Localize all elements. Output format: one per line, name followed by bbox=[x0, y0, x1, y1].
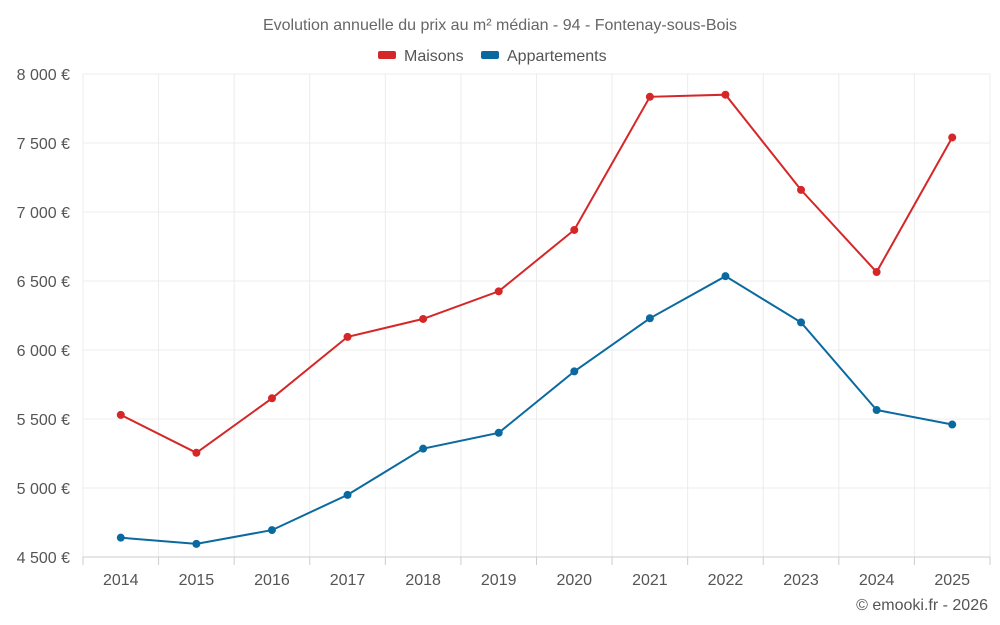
grid bbox=[82, 73, 991, 558]
y-tick-label: 7 500 € bbox=[17, 136, 70, 153]
x-tick-label: 2020 bbox=[556, 572, 592, 589]
x-tick-label: 2022 bbox=[708, 572, 744, 589]
x-tick-label: 2019 bbox=[481, 572, 517, 589]
series-line-maisons bbox=[120, 93, 954, 454]
credit-text: © emooki.fr - 2026 bbox=[856, 597, 988, 614]
y-tick-label: 5 500 € bbox=[17, 412, 70, 429]
data-point-maisons bbox=[797, 185, 806, 194]
legend-label-appartements: Appartements bbox=[507, 48, 607, 65]
x-tick-label: 2014 bbox=[103, 572, 139, 589]
data-point-appartements bbox=[116, 533, 125, 542]
x-tick-label: 2024 bbox=[859, 572, 895, 589]
data-point-appartements bbox=[872, 406, 881, 415]
y-tick-label: 7 000 € bbox=[17, 205, 70, 222]
x-tick-label: 2018 bbox=[405, 572, 441, 589]
x-tick-label: 2021 bbox=[632, 572, 668, 589]
data-point-maisons bbox=[645, 92, 654, 101]
data-point-appartements bbox=[570, 367, 579, 376]
series bbox=[116, 90, 957, 548]
legend-swatch-maisons bbox=[378, 51, 396, 59]
data-point-maisons bbox=[267, 394, 276, 403]
data-point-appartements bbox=[797, 318, 806, 327]
data-point-appartements bbox=[419, 444, 428, 453]
y-tick-label: 6 000 € bbox=[17, 343, 70, 360]
data-point-maisons bbox=[419, 314, 428, 323]
data-point-maisons bbox=[494, 287, 503, 296]
x-tick-label: 2023 bbox=[783, 572, 819, 589]
legend: Maisons Appartements bbox=[378, 48, 607, 65]
data-point-maisons bbox=[116, 410, 125, 419]
y-tick-label: 6 500 € bbox=[17, 274, 70, 291]
x-tick-label: 2015 bbox=[179, 572, 215, 589]
data-point-maisons bbox=[343, 332, 352, 341]
series-line-appartements bbox=[120, 275, 953, 545]
data-point-appartements bbox=[721, 272, 730, 281]
chart-title: Evolution annuelle du prix au m² médian … bbox=[263, 17, 737, 34]
data-point-maisons bbox=[948, 133, 957, 142]
x-tick-label: 2016 bbox=[254, 572, 290, 589]
legend-swatch-appartements bbox=[481, 51, 499, 59]
axes: 4 500 € 5 000 € 5 500 € 6 000 € 6 500 € 7 000… bbox=[17, 67, 991, 589]
data-point-appartements bbox=[267, 526, 276, 535]
y-tick-label: 5 000 € bbox=[17, 481, 70, 498]
data-point-appartements bbox=[948, 420, 957, 429]
y-tick-label: 4 500 € bbox=[17, 550, 70, 567]
data-point-maisons bbox=[872, 268, 881, 277]
data-point-maisons bbox=[192, 448, 201, 457]
data-point-maisons bbox=[570, 225, 579, 234]
data-point-appartements bbox=[645, 314, 654, 323]
data-point-appartements bbox=[343, 490, 352, 499]
x-tick-label: 2017 bbox=[330, 572, 366, 589]
y-tick-label: 8 000 € bbox=[17, 67, 70, 84]
data-point-appartements bbox=[494, 428, 503, 437]
legend-label-maisons: Maisons bbox=[404, 48, 464, 65]
data-point-maisons bbox=[721, 90, 730, 99]
data-point-appartements bbox=[192, 539, 201, 548]
x-tick-label: 2025 bbox=[934, 572, 970, 589]
